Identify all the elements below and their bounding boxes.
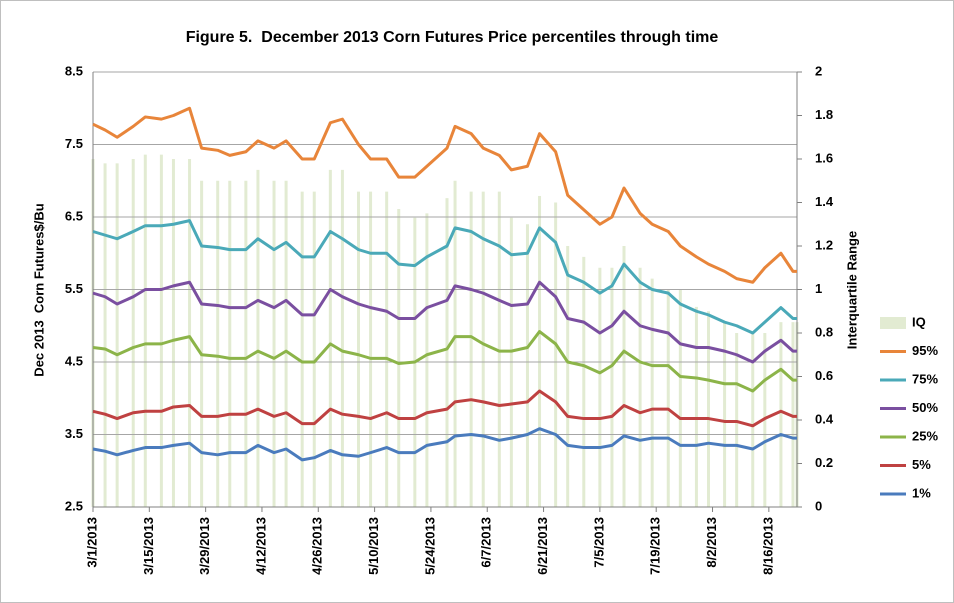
iq-bar — [554, 202, 558, 507]
iq-bar — [284, 180, 288, 507]
iq-bar — [244, 180, 248, 507]
y2-tick-label: 0.8 — [815, 324, 833, 339]
x-tick-label: 5/10/2013 — [366, 517, 381, 575]
x-tick-label: 7/5/2013 — [591, 517, 606, 568]
iq-bar — [445, 198, 449, 507]
iq-bar — [171, 159, 175, 507]
iq-bar — [638, 267, 642, 507]
iq-bar — [425, 213, 429, 507]
iq-bar — [666, 289, 670, 507]
series-line — [92, 427, 797, 462]
x-tick-label: 6/7/2013 — [479, 517, 494, 568]
x-tick-label: 4/26/2013 — [310, 517, 325, 575]
legend-swatch — [880, 317, 906, 329]
iq-bar — [328, 169, 332, 507]
iq-bar — [779, 322, 783, 507]
y-tick-label: 7.5 — [65, 136, 83, 151]
legend-label: 75% — [912, 371, 938, 386]
series-line — [92, 219, 797, 335]
iq-bar — [582, 256, 586, 507]
iq-bar — [678, 289, 682, 507]
legend-label: IQ — [912, 314, 926, 329]
iq-bar — [453, 180, 457, 507]
iq-bar — [115, 163, 119, 507]
legend-label: 5% — [912, 457, 931, 472]
x-tick-label: 3/15/2013 — [141, 517, 156, 575]
y-tick-label: 3.5 — [65, 426, 83, 441]
series-line — [92, 280, 797, 364]
series-line — [92, 106, 797, 284]
iq-bar — [481, 191, 485, 507]
series-line — [92, 389, 797, 428]
y2-tick-label: 1 — [815, 281, 822, 296]
iq-bar — [369, 191, 373, 507]
iq-bar — [723, 322, 727, 507]
iq-bar — [131, 159, 135, 507]
iq-bar — [256, 169, 260, 507]
iq-bar — [650, 278, 654, 507]
iq-bar — [566, 246, 570, 507]
x-tick-label: 5/24/2013 — [422, 517, 437, 575]
iq-bar — [340, 169, 344, 507]
iq-bar — [143, 154, 147, 507]
x-tick-label: 3/1/2013 — [84, 517, 99, 568]
iq-bar — [103, 163, 107, 507]
x-tick-label: 4/12/2013 — [253, 517, 268, 575]
iq-bar — [200, 180, 204, 507]
y2-tick-label: 0.4 — [815, 411, 834, 426]
y2-tick-label: 0 — [815, 498, 822, 513]
iq-bar — [694, 306, 698, 507]
iq-bar — [538, 195, 542, 507]
y-tick-label: 5.5 — [65, 281, 83, 296]
x-tick-label: 6/21/2013 — [535, 517, 550, 575]
iq-bar — [497, 191, 501, 507]
y-tick-label: 4.5 — [65, 353, 83, 368]
iq-bar — [357, 191, 361, 507]
y-tick-label: 8.5 — [65, 63, 83, 78]
series-line — [92, 330, 797, 393]
iq-bar — [397, 209, 401, 507]
iq-bar — [312, 191, 316, 507]
iq-bar — [216, 180, 220, 507]
x-tick-label: 8/2/2013 — [704, 517, 719, 568]
iq-bar — [622, 246, 626, 507]
y2-tick-label: 1.4 — [815, 194, 834, 209]
x-tick-label: 3/29/2013 — [197, 517, 212, 575]
y2-tick-label: 0.2 — [815, 455, 833, 470]
y2-axis-title: Interquartile Range — [844, 231, 859, 349]
iq-bar — [469, 191, 473, 507]
iq-bar — [706, 311, 710, 507]
legend-label: 1% — [912, 485, 931, 500]
iq-bar — [385, 191, 389, 507]
iq-bar — [159, 154, 163, 507]
legend-label: 25% — [912, 428, 938, 443]
chart-title: Figure 5. December 2013 Corn Futures Pri… — [186, 29, 719, 46]
x-tick-label: 7/19/2013 — [648, 517, 663, 575]
iq-bar — [300, 191, 304, 507]
y-tick-label: 2.5 — [65, 498, 83, 513]
iq-bar — [228, 180, 232, 507]
y2-tick-label: 1.8 — [815, 107, 833, 122]
iq-bar — [188, 159, 192, 507]
y2-tick-label: 0.6 — [815, 368, 833, 383]
y2-tick-label: 1.2 — [815, 237, 833, 252]
y-axis-title: Dec 2013 Corn Futures$/Bu — [31, 203, 46, 376]
iq-bar — [525, 224, 529, 507]
iq-bar — [272, 180, 276, 507]
x-tick-label: 8/16/2013 — [760, 517, 775, 575]
iq-bar — [751, 333, 755, 507]
iq-bar — [610, 267, 614, 507]
y2-tick-label: 2 — [815, 63, 822, 78]
y2-tick-label: 1.6 — [815, 150, 833, 165]
iq-bar — [598, 267, 602, 507]
legend-label: 50% — [912, 400, 938, 415]
iq-bar — [791, 322, 795, 507]
legend-label: 95% — [912, 343, 938, 358]
y-tick-label: 6.5 — [65, 208, 83, 223]
